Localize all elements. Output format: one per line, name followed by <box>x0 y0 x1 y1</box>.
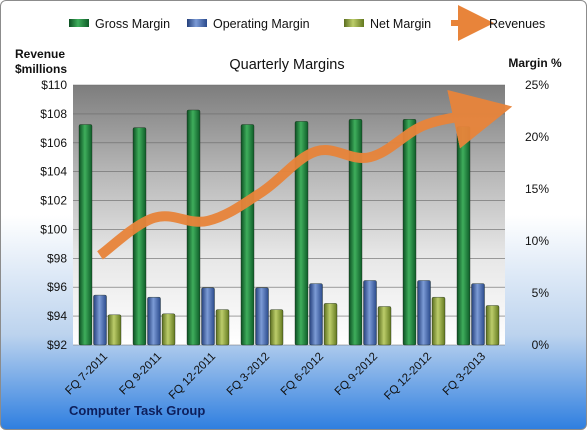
bar-net-margin <box>215 309 230 346</box>
bar-operating-margin <box>201 287 215 346</box>
left-tick-label: $98 <box>47 251 67 265</box>
category-tick-label: FQ 7-2011 <box>63 351 110 398</box>
right-tick-label: 10% <box>525 234 549 248</box>
legend-item-gross-margin: Gross Margin <box>69 17 170 31</box>
bar-net-margin <box>161 313 176 346</box>
revenue-line <box>97 89 513 260</box>
legend-label-net-margin: Net Margin <box>370 17 431 31</box>
left-tick-label: $106 <box>40 136 67 150</box>
right-tick-label: 20% <box>525 130 549 144</box>
right-tick-label: 15% <box>525 182 549 196</box>
bar-operating-margin <box>363 280 377 346</box>
bar-series <box>78 109 500 346</box>
bar-net-margin <box>269 309 284 346</box>
legend: Gross Margin Operating Margin Net Margin… <box>69 5 545 41</box>
right-axis-ticks: 0% 5% 10% 15% 20% 25% <box>525 78 549 352</box>
category-tick-label: FQ 3-2012 <box>225 351 272 398</box>
legend-label-revenues: Revenues <box>489 17 545 31</box>
left-axis-title-line-1: Revenue <box>15 47 65 61</box>
legend-swatch-net-margin <box>344 19 364 27</box>
bar-gross-margin <box>78 124 93 346</box>
left-tick-label: $96 <box>47 280 67 294</box>
bar-net-margin <box>377 306 392 346</box>
bar-net-margin <box>107 314 122 346</box>
legend-swatch-gross-margin <box>69 19 89 27</box>
bar-gross-margin <box>402 119 417 346</box>
bar-net-margin <box>323 303 338 346</box>
bar-operating-margin <box>471 283 485 346</box>
legend-label-gross-margin: Gross Margin <box>95 17 170 31</box>
category-tick-label: FQ 12-2011 <box>167 351 218 402</box>
bar-operating-margin <box>255 287 269 346</box>
right-tick-label: 25% <box>525 78 549 92</box>
bar-gross-margin <box>456 126 471 346</box>
left-tick-label: $104 <box>40 165 67 179</box>
bar-operating-margin <box>417 280 431 346</box>
right-axis-title: Margin % <box>508 56 562 70</box>
legend-item-operating-margin: Operating Margin <box>187 17 310 31</box>
left-tick-label: $92 <box>47 338 67 352</box>
bar-net-margin <box>431 297 446 346</box>
bar-gross-margin <box>132 127 147 346</box>
left-tick-label: $108 <box>40 107 67 121</box>
revenue-line-series <box>97 89 513 260</box>
bar-operating-margin <box>147 297 161 346</box>
right-tick-label: 0% <box>532 338 550 352</box>
category-tick-label: FQ 12-2012 <box>382 351 434 403</box>
legend-item-net-margin: Net Margin <box>344 17 431 31</box>
bar-net-margin <box>485 305 500 346</box>
bar-gross-margin <box>186 109 201 346</box>
bar-gross-margin <box>348 119 363 346</box>
category-tick-label: FQ 3-2013 <box>441 351 488 398</box>
left-tick-label: $110 <box>41 78 67 92</box>
legend-item-revenues: Revenues <box>451 5 545 41</box>
left-axis-title-line-2: $millions <box>15 62 67 76</box>
left-tick-label: $100 <box>40 222 67 236</box>
left-tick-label: $102 <box>40 194 67 208</box>
bar-gross-margin <box>294 121 309 346</box>
left-axis-ticks: $92 $94 $96 $98 $100 $102 $104 $106 $108 $110 <box>40 78 67 352</box>
left-tick-label: $94 <box>47 309 67 323</box>
footer-company-name: Computer Task Group <box>69 403 205 418</box>
right-tick-label: 5% <box>532 286 550 300</box>
legend-label-operating-margin: Operating Margin <box>213 17 310 31</box>
chart-title: Quarterly Margins <box>229 57 344 73</box>
bar-gross-margin <box>240 124 255 346</box>
category-axis-ticks: FQ 7-2011 FQ 9-2011 FQ 12-2011 FQ 3-2012 FQ … <box>63 351 488 403</box>
legend-swatch-operating-margin <box>187 19 207 27</box>
bar-operating-margin <box>93 294 107 346</box>
category-tick-label: FQ 9-2011 <box>117 351 164 398</box>
category-tick-label: FQ 6-2012 <box>279 351 326 398</box>
bar-operating-margin <box>309 283 323 346</box>
category-tick-label: FQ 9-2012 <box>333 351 380 398</box>
